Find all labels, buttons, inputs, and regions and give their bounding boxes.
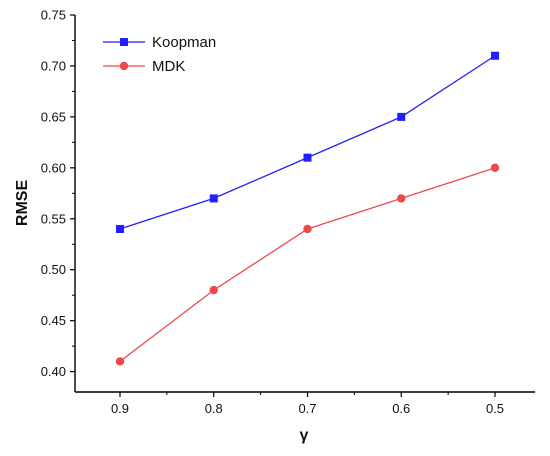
x-tick-label: 0.8 (205, 401, 223, 416)
series-layer (115, 51, 500, 366)
legend: Koopman MDK (103, 34, 216, 75)
data-point-marker (490, 163, 500, 173)
y-tick-label: 0.75 (41, 8, 66, 23)
y-tick-label: 0.40 (41, 364, 66, 379)
x-tick-label: 0.6 (392, 401, 410, 416)
data-point-marker (209, 194, 218, 203)
legend-item: MDK (103, 58, 185, 75)
series-line (119, 167, 496, 362)
y-axis-ticks: 0.40 0.45 0.50 0.55 0.60 0.65 0.70 0.75 (41, 8, 75, 379)
data-point-marker (115, 357, 125, 366)
data-point-marker (209, 285, 218, 295)
y-tick-label: 0.65 (41, 109, 66, 124)
legend-item: Koopman (103, 34, 216, 51)
series-line (119, 55, 496, 230)
x-tick-label: 0.7 (298, 401, 316, 416)
x-tick-label: 0.9 (111, 401, 129, 416)
series-koopman (116, 51, 499, 233)
data-point-marker (491, 51, 499, 60)
legend-marker (119, 61, 129, 71)
data-point-marker (397, 194, 406, 203)
axes (74, 15, 535, 393)
x-axis-title: γ (300, 427, 309, 444)
legend-label: MDK (152, 58, 185, 75)
series-mdk (115, 163, 500, 366)
y-tick-label: 0.70 (41, 58, 66, 73)
legend-label: Koopman (152, 34, 216, 51)
x-tick-label: 0.5 (486, 401, 504, 416)
y-tick-label: 0.45 (41, 313, 66, 328)
data-point-marker (397, 112, 406, 121)
y-tick-label: 0.50 (41, 262, 66, 277)
y-axis-title: RMSE (14, 180, 31, 227)
y-tick-label: 0.55 (41, 211, 66, 226)
y-tick-label: 0.60 (41, 160, 66, 175)
data-point-marker (116, 224, 124, 233)
data-point-marker (303, 224, 312, 234)
x-axis-ticks: 0.9 0.8 0.7 0.6 0.5 (111, 392, 504, 416)
legend-marker (120, 38, 128, 46)
data-point-marker (303, 153, 312, 162)
